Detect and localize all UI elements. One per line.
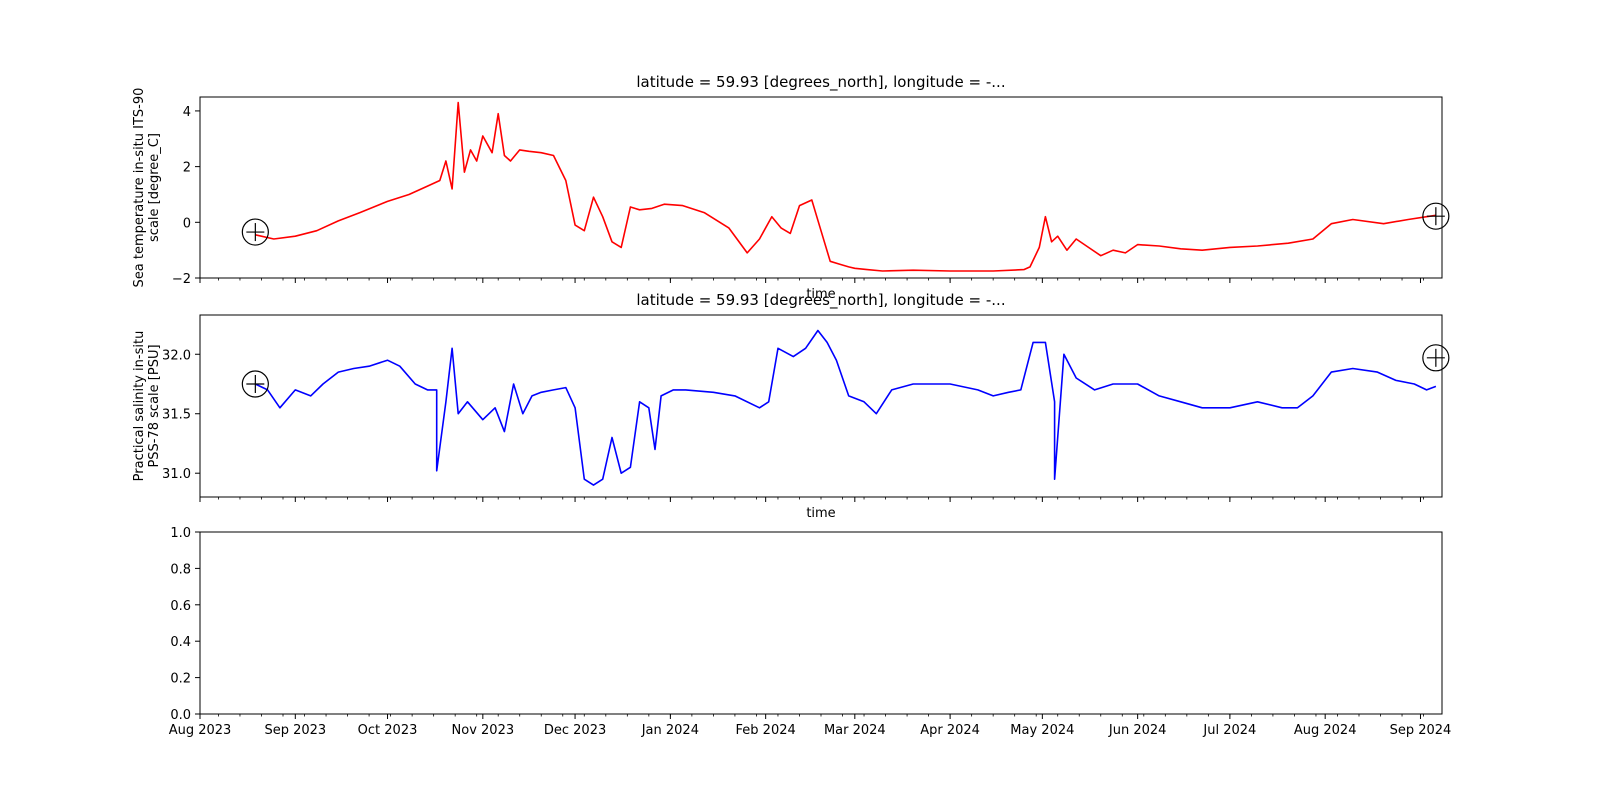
y-tick-label: 31.0: [162, 467, 191, 482]
panel-3: 0.0 0.2 0.4 0.6 0.8 1.0 Aug 2023 Sep 2023 Oct 20…: [169, 526, 1452, 738]
x-tick-label: Oct 2023: [358, 723, 418, 738]
y-tick-label: 31.5: [162, 408, 191, 423]
series-line: [255, 101, 1437, 272]
y-axis-label: Practical salinity in-situ: [132, 331, 147, 482]
marker-circle: [1422, 202, 1450, 230]
x-tick-label: Jul 2024: [1202, 723, 1256, 738]
crosshair-marker: [1422, 202, 1450, 230]
y-tick-label: 2: [183, 161, 191, 176]
y-tick-label: 4: [183, 105, 191, 120]
crosshair-marker: [1422, 344, 1450, 372]
y-tick-label: 0: [183, 216, 191, 231]
panel-1: latitude = 59.93 [degrees_north], longit…: [132, 73, 1443, 302]
y-axis-label: scale [degree_C]: [147, 133, 162, 242]
plot-frame: [199, 96, 1443, 279]
x-tick-label: Mar 2024: [824, 723, 886, 738]
y-tick-label: 32.0: [162, 348, 191, 363]
panel-2: latitude = 59.93 [degrees_north], longit…: [132, 291, 1443, 521]
marker-circle: [1422, 344, 1450, 372]
y-axis-label: Sea temperature in-situ ITS-90: [132, 88, 147, 288]
x-tick-label: Jan 2024: [641, 723, 699, 738]
x-axis-label: time: [806, 506, 835, 521]
y-tick-label: 0.6: [170, 599, 191, 614]
y-tick-label: 0.2: [170, 672, 191, 687]
x-tick-label: Sep 2024: [1390, 723, 1452, 738]
plot-frame: [199, 531, 1443, 715]
x-tick-label: Nov 2023: [452, 723, 515, 738]
panel-title: latitude = 59.93 [degrees_north], longit…: [636, 73, 1005, 92]
x-tick-label: Dec 2023: [544, 723, 606, 738]
series-line: [254, 329, 1437, 486]
y-tick-label: −2: [172, 272, 191, 287]
marker-circle: [241, 218, 269, 246]
crosshair-marker: [241, 218, 269, 246]
x-tick-label: Apr 2024: [920, 723, 980, 738]
x-tick-label: Aug 2024: [1294, 723, 1357, 738]
panel-title: latitude = 59.93 [degrees_north], longit…: [636, 291, 1005, 310]
plot-frame: [199, 314, 1443, 498]
y-axis-label: PSS-78 scale [PSU]: [147, 344, 162, 467]
x-tick-label: Aug 2023: [169, 723, 232, 738]
x-tick-label: Jun 2024: [1108, 723, 1167, 738]
x-tick-label: Feb 2024: [736, 723, 796, 738]
y-tick-label: 0.4: [170, 635, 191, 650]
marker-circle: [241, 370, 269, 398]
x-tick-label: Sep 2023: [264, 723, 326, 738]
crosshair-marker: [241, 370, 269, 398]
y-tick-label: 0.0: [170, 708, 191, 723]
y-tick-label: 1.0: [170, 526, 191, 541]
x-tick-label: May 2024: [1010, 723, 1074, 738]
x-axis-label: time: [806, 287, 835, 302]
y-tick-label: 0.8: [170, 562, 191, 577]
